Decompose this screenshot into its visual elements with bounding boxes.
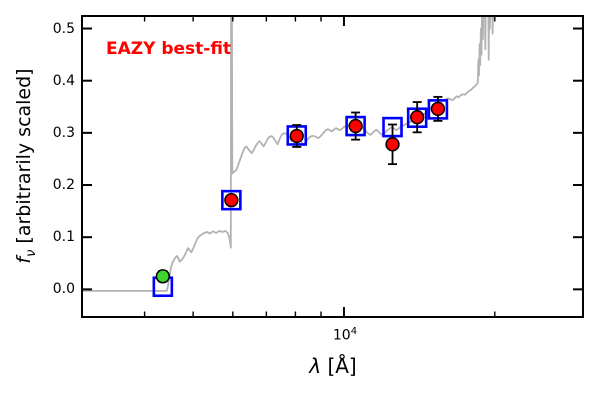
y-tick-label: 0.5 xyxy=(52,20,75,37)
y-tick-label: 0.0 xyxy=(52,281,75,298)
observed-photometry-marker xyxy=(224,192,239,208)
flagged-photometry-marker xyxy=(155,269,170,284)
y-tick-label: 0.4 xyxy=(52,72,75,89)
observed-photometry-marker xyxy=(410,110,425,125)
flux-symbol: f xyxy=(13,256,36,264)
model-photometry-marker xyxy=(221,189,242,211)
observed-photometry-marker xyxy=(348,118,363,134)
flux-subscript: ν xyxy=(23,249,39,257)
plot-frame xyxy=(81,15,584,318)
y-axis-unit: [arbitrarily scaled] xyxy=(13,68,36,250)
observed-photometry-marker xyxy=(430,101,446,117)
y-tick-label: 0.1 xyxy=(52,229,75,246)
lambda-symbol: λ xyxy=(309,354,322,378)
y-tick-label: 0.3 xyxy=(52,124,75,141)
spectrum-line xyxy=(83,17,494,292)
x-axis-unit: [Å] xyxy=(321,354,357,378)
observed-photometry-marker xyxy=(385,137,400,152)
y-tick-label: 0.2 xyxy=(52,177,75,194)
x-axis-label: λ [Å] xyxy=(309,354,357,378)
x-tick-label-1e4: 104 xyxy=(332,326,358,344)
observed-photometry-marker xyxy=(289,128,304,144)
annotation-eazy-best-fit: EAZY best-fit xyxy=(106,39,232,59)
